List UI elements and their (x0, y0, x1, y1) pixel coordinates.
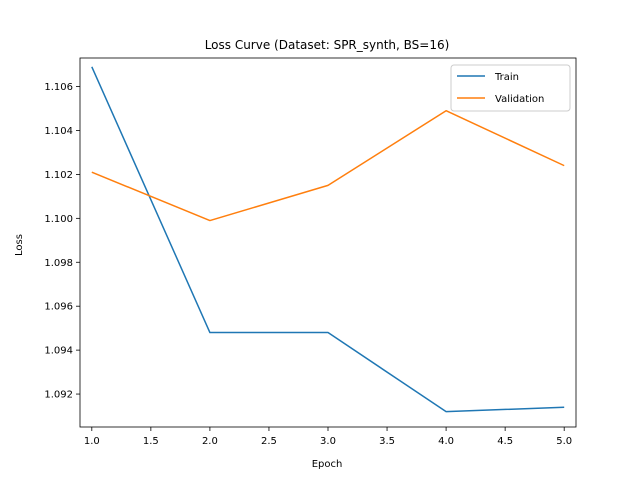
legend: Train Validation (450, 64, 571, 112)
x-tick-label: 1.0 (84, 436, 100, 447)
x-tick-label: 2.5 (261, 436, 277, 447)
x-axis-label: Epoch (312, 459, 343, 470)
x-tick-label: 3.0 (320, 436, 336, 447)
y-tick-label: 1.102 (44, 170, 73, 181)
series-line-train (91, 66, 565, 413)
x-axis: 1.0 1.5 2.0 2.5 3.0 3.5 4.0 4.5 5.0 (84, 427, 572, 447)
x-tick-label: 4.5 (497, 436, 513, 447)
series-layer (91, 66, 565, 413)
y-tick-label: 1.096 (44, 302, 73, 313)
y-tick-label: 1.104 (44, 126, 73, 137)
x-tick-label: 2.0 (202, 436, 218, 447)
legend-label: Validation (495, 94, 544, 105)
y-axis: 1.092 1.094 1.096 1.098 1.100 1.102 1.104 1.106 (44, 82, 80, 401)
y-tick-label: 1.106 (44, 82, 73, 93)
y-tick-label: 1.094 (44, 346, 73, 357)
x-tick-label: 5.0 (556, 436, 572, 447)
x-tick-label: 3.5 (379, 436, 395, 447)
x-tick-label: 1.5 (143, 436, 159, 447)
y-tick-label: 1.100 (44, 214, 73, 225)
series-line-validation (91, 109, 565, 222)
y-axis-label: Loss (14, 234, 25, 256)
legend-label: Train (494, 72, 519, 83)
y-tick-label: 1.092 (44, 390, 73, 401)
y-tick-label: 1.098 (44, 258, 73, 269)
chart-title: Loss Curve (Dataset: SPR_synth, BS=16) (205, 38, 450, 52)
x-tick-label: 4.0 (438, 436, 454, 447)
